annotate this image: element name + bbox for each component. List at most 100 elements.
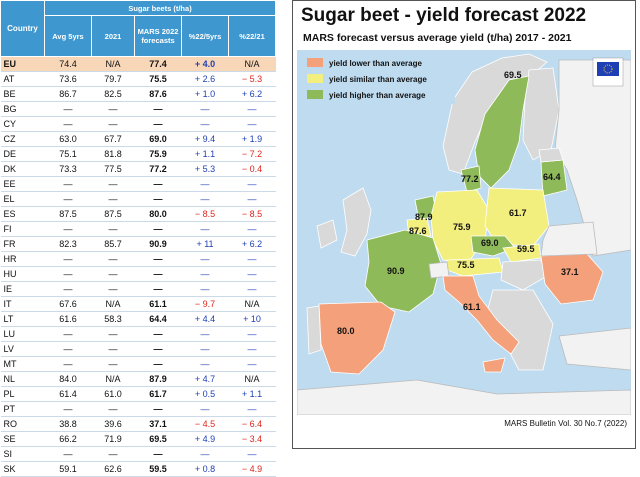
country-cell: PT — [0, 401, 45, 417]
map-label-es: 80.0 — [337, 326, 355, 336]
france-region — [364, 229, 442, 313]
header-2021: 2021 — [91, 15, 135, 57]
denmark-region — [460, 165, 482, 193]
y2021-cell: — — [91, 251, 135, 267]
map-label-sk: 59.5 — [517, 244, 535, 254]
y2021-cell: — — [91, 191, 135, 207]
pct5-cell: — — [181, 191, 229, 207]
avg5-cell: — — [44, 446, 92, 462]
country-cell: PL — [0, 386, 45, 402]
sugar-beet-table-panel: Country Sugar beets (t/ha) Avg 5yrs 2021… — [0, 0, 277, 477]
pct21-cell: — — [228, 266, 276, 282]
pct21-cell: + 10 — [228, 311, 276, 327]
table-row: EE — — — — — — [0, 176, 276, 192]
y2021-cell: 87.5 — [91, 206, 135, 222]
pct5-cell: — — [181, 101, 229, 117]
table-row: DK 73.3 77.5 77.2 + 5.3− 0.4 — [0, 161, 276, 177]
table-row: LU — — — — — — [0, 326, 276, 342]
pct5-cell: + 9.4 — [181, 131, 229, 147]
mars-cell: — — [134, 266, 182, 282]
pct21-cell: N/A — [228, 296, 276, 312]
legend-swatch-similar — [307, 74, 323, 83]
table-row: AT 73.6 79.7 75.5 + 2.6− 5.3 — [0, 71, 276, 87]
avg5-cell: — — [44, 356, 92, 372]
turkey-region — [558, 327, 631, 371]
country-cell: EU — [0, 56, 45, 72]
table-row: SI — — — — — — [0, 446, 276, 462]
map-footer: MARS Bulletin Vol. 30 No.7 (2022) — [504, 419, 627, 428]
pct21-cell: + 6.2 — [228, 86, 276, 102]
country-cell: NL — [0, 371, 45, 387]
avg5-cell: 66.2 — [44, 431, 92, 447]
mars-cell: — — [134, 446, 182, 462]
avg5-cell: — — [44, 191, 92, 207]
y2021-cell: 85.7 — [91, 236, 135, 252]
mars-cell: 75.5 — [134, 71, 182, 87]
header-country: Country — [0, 0, 45, 57]
table-row: LT 61.6 58.3 64.4 + 4.4 + 10 — [0, 311, 276, 327]
mars-cell: — — [134, 341, 182, 357]
y2021-cell: — — [91, 326, 135, 342]
country-cell: EE — [0, 176, 45, 192]
map-label-ro: 37.1 — [561, 267, 579, 277]
mars-cell: — — [134, 221, 182, 237]
map-label-pl: 61.7 — [509, 208, 527, 218]
mars-cell: 90.9 — [134, 236, 182, 252]
mars-cell: — — [134, 101, 182, 117]
legend-swatch-lower — [307, 58, 323, 67]
avg5-cell: 67.6 — [44, 296, 92, 312]
mars-cell: 77.4 — [134, 56, 182, 72]
portugal-region — [306, 305, 322, 355]
mars-cell: 61.7 — [134, 386, 182, 402]
y2021-cell: N/A — [91, 296, 135, 312]
pct21-cell: — — [228, 356, 276, 372]
y2021-cell: 39.6 — [91, 416, 135, 432]
country-cell: SE — [0, 431, 45, 447]
uk-region — [340, 187, 372, 257]
header-pct21: %22/21 — [227, 15, 277, 57]
mars-cell: — — [134, 401, 182, 417]
country-cell: LT — [0, 311, 45, 327]
africa-region — [297, 379, 631, 415]
country-cell: BE — [0, 86, 45, 102]
country-cell: EL — [0, 191, 45, 207]
pct21-cell: N/A — [228, 371, 276, 387]
italy-region — [442, 275, 520, 355]
y2021-cell: N/A — [91, 371, 135, 387]
pct5-cell: — — [181, 221, 229, 237]
map-label-be: 87.6 — [409, 226, 427, 236]
avg5-cell: 87.5 — [44, 206, 92, 222]
pct5-cell: — — [181, 446, 229, 462]
mars-cell: 69.5 — [134, 431, 182, 447]
country-cell: BG — [0, 101, 45, 117]
country-cell: LU — [0, 326, 45, 342]
avg5-cell: 61.6 — [44, 311, 92, 327]
mars-cell: 69.0 — [134, 131, 182, 147]
pct5-cell: — — [181, 326, 229, 342]
y2021-cell: 82.5 — [91, 86, 135, 102]
table-row: CY — — — — — — [0, 116, 276, 132]
pct21-cell: — — [228, 326, 276, 342]
avg5-cell: — — [44, 221, 92, 237]
table-row: CZ 63.0 67.7 69.0 + 9.4 + 1.9 — [0, 131, 276, 147]
avg5-cell: — — [44, 251, 92, 267]
mars-cell: — — [134, 191, 182, 207]
pct5-cell: — — [181, 281, 229, 297]
table-row: BE 86.7 82.5 87.6 + 1.0 + 6.2 — [0, 86, 276, 102]
map-label-cz: 69.0 — [481, 238, 499, 248]
sicily-region — [482, 357, 506, 373]
pct21-cell: − 0.4 — [228, 161, 276, 177]
table-row: FI — — — — — — [0, 221, 276, 237]
pct5-cell: — — [181, 341, 229, 357]
country-cell: ES — [0, 206, 45, 222]
table-row: ES 87.5 87.5 80.0− 8.5− 8.5 — [0, 206, 276, 222]
y2021-cell: — — [91, 116, 135, 132]
y2021-cell: — — [91, 446, 135, 462]
header-mars: MARS 2022 forecasts — [134, 15, 182, 57]
map-label-dk: 77.2 — [461, 174, 479, 184]
header-pct5: %22/5yrs — [181, 15, 229, 57]
avg5-cell: — — [44, 266, 92, 282]
mars-cell: — — [134, 116, 182, 132]
y2021-cell: — — [91, 266, 135, 282]
country-cell: IT — [0, 296, 45, 312]
